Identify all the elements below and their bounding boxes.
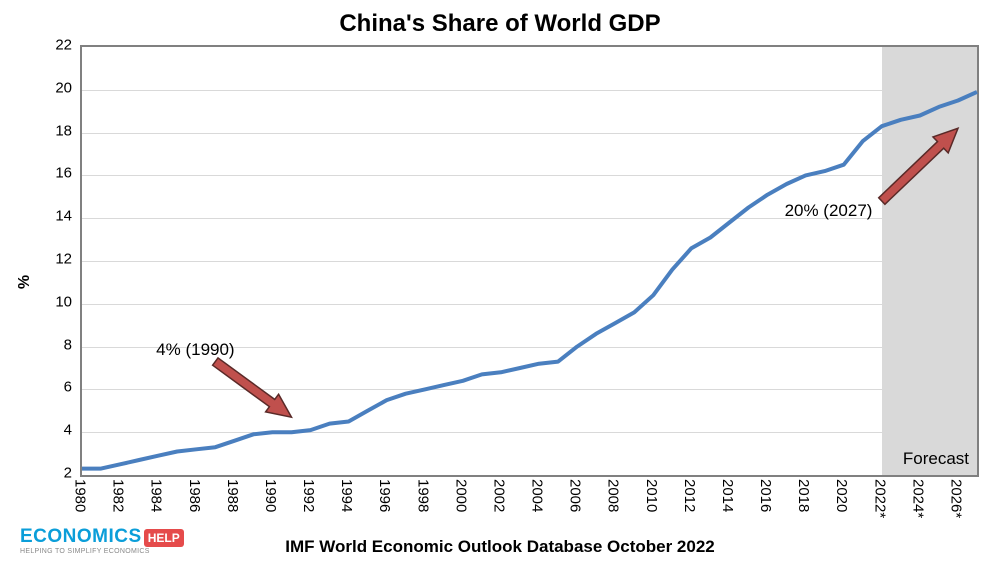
forecast-label: Forecast [903, 449, 969, 469]
x-tick-label: 1982 [110, 479, 127, 512]
x-tick-label: 2002 [490, 479, 507, 512]
chart-container: China's Share of World GDP % Forecast 2 4… [0, 0, 1000, 563]
x-tick-label: 1984 [148, 479, 165, 512]
x-tick-label: 1988 [224, 479, 241, 512]
x-tick-label: 1992 [300, 479, 317, 512]
x-tick-label: 2026* [947, 479, 964, 518]
x-tick-label: 2024* [909, 479, 926, 518]
logo-badge-text: HELP [144, 529, 184, 547]
x-tick-label: 1986 [186, 479, 203, 512]
x-tick-label: 1998 [414, 479, 431, 512]
x-tick-label: 2012 [681, 479, 698, 512]
y-tick-label: 16 [32, 165, 72, 182]
y-tick-label: 18 [32, 122, 72, 139]
y-tick-label: 6 [32, 379, 72, 396]
plot-area: Forecast [80, 45, 979, 477]
x-tick-label: 2018 [795, 479, 812, 512]
annotation-text: 20% (2027) [785, 201, 873, 221]
x-tick-label: 2014 [719, 479, 736, 512]
x-tick-label: 2016 [757, 479, 774, 512]
brand-logo: ECONOMICSHELP HELPING TO SIMPLIFY ECONOM… [20, 526, 184, 555]
x-tick-label: 1996 [376, 479, 393, 512]
x-tick-label: 2004 [529, 479, 546, 512]
chart-title: China's Share of World GDP [0, 10, 1000, 38]
x-tick-label: 1990 [262, 479, 279, 512]
data-line [82, 47, 977, 475]
y-tick-label: 20 [32, 79, 72, 96]
y-tick-label: 12 [32, 251, 72, 268]
logo-main-text: ECONOMICS [20, 526, 142, 547]
y-tick-label: 2 [32, 465, 72, 482]
x-tick-label: 2020 [833, 479, 850, 512]
y-tick-label: 22 [32, 37, 72, 54]
x-tick-label: 2000 [452, 479, 469, 512]
logo-tagline: HELPING TO SIMPLIFY ECONOMICS [20, 548, 184, 555]
x-tick-label: 2010 [643, 479, 660, 512]
y-tick-label: 10 [32, 293, 72, 310]
y-axis-label: % [16, 274, 34, 288]
y-tick-label: 4 [32, 422, 72, 439]
x-tick-label: 1994 [338, 479, 355, 512]
x-tick-label: 2008 [605, 479, 622, 512]
annotation-text: 4% (1990) [156, 340, 234, 360]
x-tick-label: 2022* [871, 479, 888, 518]
x-tick-label: 1980 [72, 479, 89, 512]
y-tick-label: 8 [32, 336, 72, 353]
x-tick-label: 2006 [567, 479, 584, 512]
y-tick-label: 14 [32, 208, 72, 225]
